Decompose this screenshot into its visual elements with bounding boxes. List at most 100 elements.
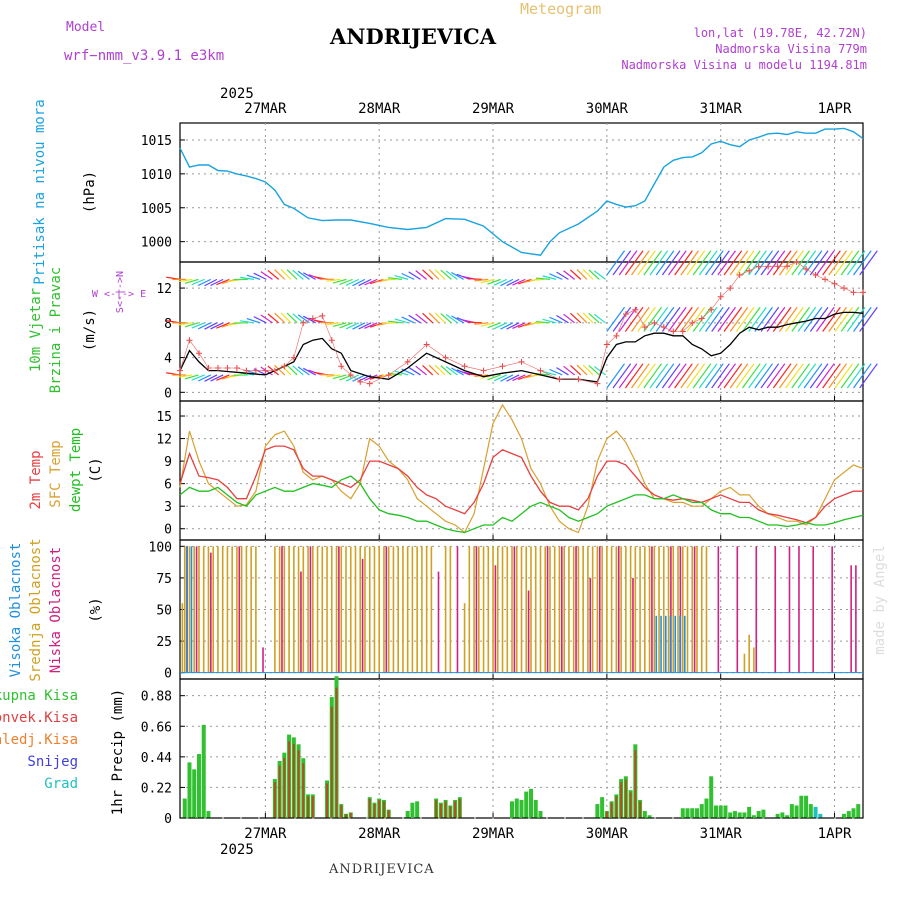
precip-total-bar [780,812,785,818]
wind-arrow [529,278,544,281]
mid-cloud-title: Srednja Oblacnost [28,538,44,681]
wind-arrow [451,315,464,324]
wind-arrow [440,365,452,376]
precip-total-bar [685,808,690,818]
wind-subtitle: Brzina i Pravac [48,267,64,393]
precip-total-bar [415,801,420,818]
wind-arrow [618,363,638,389]
precip-total-bar [699,804,704,818]
wind-arrow [332,322,347,328]
precip-total-bar [742,812,747,818]
precip-total-bar [514,798,519,818]
precip-convective-bar [620,782,623,818]
wind-arrow [240,276,255,280]
wind-arrow [549,273,563,280]
precip-convective-bar [624,779,627,818]
model-label: Model [66,20,106,35]
y-tick-label: 8 [164,317,172,332]
wind-arrow [500,374,514,382]
wind-arrow [705,306,724,332]
wind-arrow [643,250,662,276]
precip-total-bar [519,799,524,818]
wind-arrow [493,374,508,382]
wind-arrow [674,250,693,276]
wind-arrow [624,306,644,332]
wind-arrow [637,363,656,389]
wind-arrow [582,269,594,280]
wind-arrow [570,269,582,280]
precip-total-bar [813,806,818,818]
precip-total-bar [761,809,766,818]
wind-arrow [593,270,606,280]
date-label-top: 27MAR [244,101,287,117]
wind-arrow [216,322,230,329]
precip-total-bar [804,795,809,818]
precip-total-bar [192,769,197,818]
precip-total-bar [747,806,752,818]
wind-arrow [853,250,872,276]
wind-arrow [178,322,193,326]
wind-arrow [754,306,773,332]
wind-arrow [480,278,495,284]
wind-arrow [260,271,273,280]
y-tick-label: 0 [164,667,172,682]
wind-arrow [267,313,280,324]
pressure-line [179,127,864,256]
precip-total-bar [785,815,790,818]
wind-arrow [408,271,421,280]
wind-arrow [785,363,804,389]
wind-arrow [563,365,575,376]
precip-convective-bar [449,806,452,818]
wind-arrow [401,272,415,280]
wind-arrow [535,277,551,280]
y-tick-label: 0 [164,523,172,538]
wind-arrow [606,363,625,389]
wind-arrow [506,278,520,287]
wind-arrow [253,316,267,324]
wind-arrow [352,322,366,330]
wind-arrow [809,306,829,332]
wind-arrow [422,364,434,376]
precip-total-bar [851,808,856,818]
precip-total-bar [694,808,699,818]
precip-legend-item: Ukupna Kisa [0,688,78,704]
wind-arrow [797,250,817,276]
wind-arrow [809,250,829,276]
wind-arrow [500,278,514,287]
wind-arrow [297,366,310,376]
date-label-top: 31MAR [700,101,743,117]
wind-arrow [197,278,212,286]
sfc-title: SFC Temp [48,440,64,507]
wind-arrow [358,322,372,330]
year-label-top: 2025 [220,86,254,102]
precip-total-bar [538,811,543,818]
wind-arrow [729,250,749,276]
low-cloud-title: Niska Oblacnost [48,547,64,673]
precip-convective-bar [326,783,329,818]
wind-arrow [280,312,292,324]
wind-arrow [570,365,582,376]
precip-total-bar [680,808,685,818]
wind-arrow [674,363,693,389]
wind-arrow [754,250,773,276]
sfc-temp-line [179,403,864,534]
precip-total-bar [751,815,756,818]
precip-total-bar [201,724,206,818]
wind-arrow [542,275,557,280]
wind-arrow [415,270,428,280]
wind-arrow [487,322,501,329]
wind-arrow [612,363,632,389]
precip-total-bar [728,812,733,818]
wind-arrow [428,364,440,376]
wind-arrow [474,278,489,282]
precip-convective-bar [335,687,338,818]
precip-convective-bar [292,743,295,818]
wind-arrow [512,278,526,286]
wind-arrow [280,269,292,280]
wind-arrow [649,306,669,332]
wind-title: 10m Vjetar [28,288,44,372]
page-title: ANDRIJEVICA [330,24,497,49]
wind-arrow [451,367,464,376]
wind-arrow [506,322,520,330]
wind-arrow [267,269,280,280]
